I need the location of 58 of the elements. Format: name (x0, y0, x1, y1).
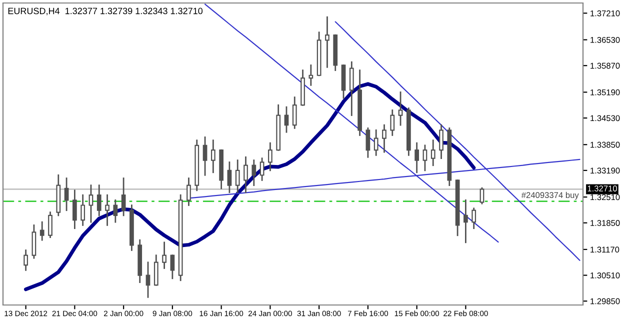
candlestick (439, 124, 444, 159)
y-tick-label: 1.35870 (590, 62, 620, 69)
candlestick (210, 140, 216, 174)
candlestick (430, 140, 436, 166)
candlestick (202, 136, 208, 176)
candlestick (374, 129, 378, 156)
candlestick (422, 144, 428, 172)
y-tick-label: 1.33190 (590, 168, 620, 174)
y-tick-label: 1.32510 (590, 194, 620, 200)
y-tick-label: 1.31850 (590, 220, 620, 226)
candlestick (292, 96, 297, 129)
candlestick (113, 199, 118, 223)
candlestick (349, 61, 354, 116)
y-tick-label: 1.35190 (590, 89, 620, 96)
candlestick (170, 254, 175, 280)
y-tick-label: 1.33850 (590, 142, 620, 148)
candlestick (382, 124, 386, 153)
candlestick (252, 160, 256, 186)
candlestick (227, 162, 232, 194)
candlestick (162, 242, 166, 269)
candlestick (40, 221, 44, 241)
candlestick (398, 91, 403, 126)
candlestick (32, 224, 36, 259)
candlestick (64, 178, 69, 212)
candlestick (244, 156, 248, 194)
candlestick (154, 254, 158, 286)
candlestick (146, 262, 150, 298)
candlestick (96, 184, 102, 216)
ref-line-label: 1.32710 (588, 186, 617, 192)
y-tick-label: 1.36530 (590, 36, 620, 43)
candlestick (88, 184, 94, 223)
candlestick (48, 212, 52, 238)
candlestick (472, 208, 476, 230)
candlestick (105, 194, 110, 226)
candlestick (268, 142, 272, 172)
candlestick (121, 178, 126, 216)
candlestick (72, 190, 77, 230)
candlestick (480, 187, 484, 204)
candlestick (260, 158, 264, 181)
candlestick (464, 199, 468, 244)
candlestick (186, 178, 191, 206)
candlestick (235, 160, 240, 194)
candlestick (80, 194, 86, 226)
candlestick (325, 16, 330, 68)
candlestick (414, 142, 420, 174)
candlestick (308, 64, 314, 86)
candlestick (390, 109, 395, 136)
ref-line-label: #24093374 buy (521, 192, 579, 200)
candlestick (24, 250, 28, 271)
candlestick (284, 106, 289, 133)
y-tick-label: 1.29850 (590, 298, 620, 304)
y-tick-label: 1.37210 (590, 10, 620, 16)
y-tick-label: 1.30510 (590, 272, 620, 278)
y-tick-label: 1.31170 (590, 246, 620, 253)
line-series (24, 82, 476, 292)
chart-title: EURUSD,H4 1.32377 1.32739 1.32343 1.32710 (8, 8, 203, 16)
y-tick-label: 1.34530 (590, 115, 620, 122)
candlestick (366, 127, 370, 158)
